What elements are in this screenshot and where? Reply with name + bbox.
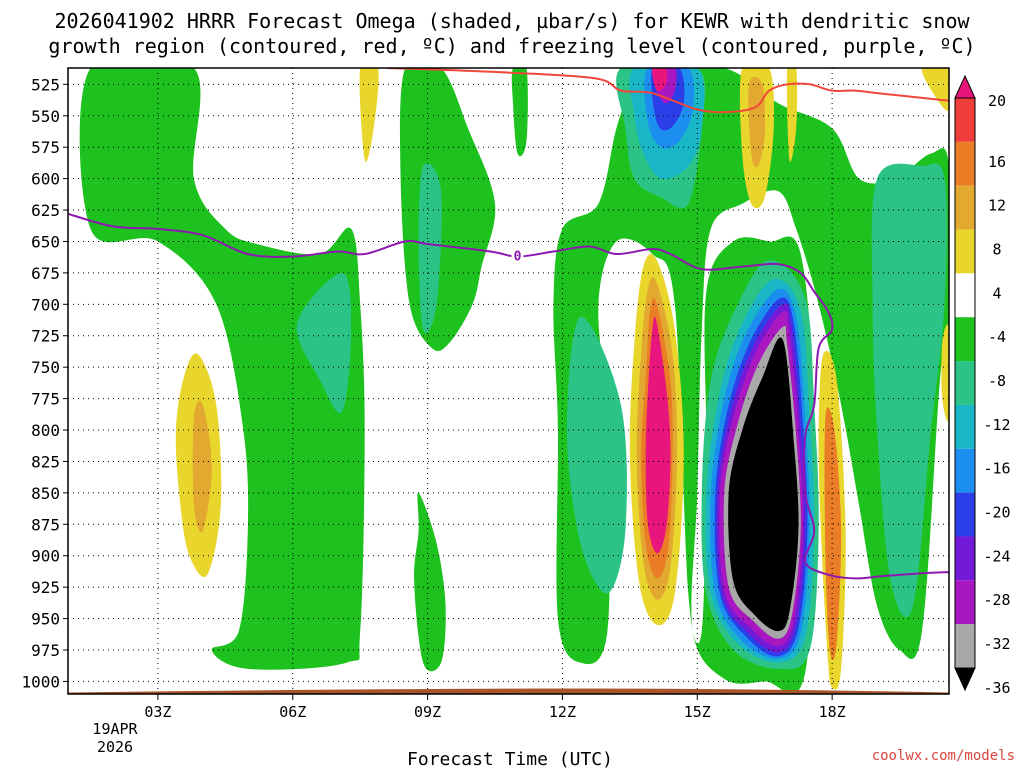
colorbar-label-9: -20	[983, 504, 1010, 522]
colorbar-segment-12	[955, 580, 975, 625]
omega-shading-layer	[79, 68, 949, 694]
y-tick-label-725: 725	[31, 327, 60, 346]
y-tick-label-625: 625	[31, 201, 60, 220]
colorbar-label-2: 12	[988, 197, 1006, 215]
colorbar-segment-6	[955, 317, 975, 362]
omega-region-magenta-1430z-top	[651, 68, 668, 92]
credit-text: coolwx.com/models	[872, 748, 1015, 764]
omega-region-gold-1630z	[748, 76, 766, 168]
omega-region-teal-region-far-east	[871, 163, 947, 618]
y-tick-label-775: 775	[31, 390, 60, 409]
chart-title-line-2: growth region (contoured, red, ºC) and f…	[48, 34, 975, 58]
plot-frame	[67, 67, 950, 695]
omega-region-teal-strip-09z	[418, 163, 442, 334]
y-tick-label-550: 550	[31, 107, 60, 126]
ground-surface	[68, 688, 949, 694]
y-tick-label-800: 800	[31, 421, 60, 440]
freezing-level-label: 0	[514, 250, 522, 265]
y-tick-label-825: 825	[31, 452, 60, 471]
colorbar-segment-3	[955, 185, 975, 230]
contour-layer: 0	[68, 68, 949, 580]
x-tick-label-03Z: 03Z	[144, 703, 171, 721]
colorbar-frame	[954, 97, 976, 669]
y-tick-label-925: 925	[31, 578, 60, 597]
y-tick-label-850: 850	[31, 484, 60, 503]
y-tick-label-975: 975	[31, 641, 60, 660]
y-tick-label-650: 650	[31, 232, 60, 251]
colorbar-segment-9	[955, 448, 975, 493]
date-label-year: 2026	[97, 738, 133, 756]
omega-region-teal-region-mid-low	[566, 316, 627, 594]
dgz-contour-line	[387, 68, 949, 114]
y-tick-label-600: 600	[31, 170, 60, 189]
colorbar-label-3: 8	[992, 241, 1001, 259]
colorbar-label-7: -12	[983, 416, 1010, 434]
y-axis: 525 550 575 600 625 650 675 700 725 750 775 800 825 8…	[21, 75, 68, 691]
x-tick-label-18Z: 18Z	[819, 703, 846, 721]
colorbar-segment-8	[955, 404, 975, 449]
colorbar: 20 16 12 8 4 -4 -8 -12 -16 -20 -24 -28 -32 -36	[954, 74, 1011, 697]
omega-region-orange-18z	[824, 407, 842, 660]
chart-title-line-1: 2026041902 HRRR Forecast Omega (shaded, …	[54, 9, 970, 33]
colorbar-segment-4	[955, 229, 975, 274]
colorbar-label-5: -4	[988, 328, 1006, 346]
y-tick-label-525: 525	[31, 75, 60, 94]
x-tick-label-15Z: 15Z	[684, 703, 711, 721]
freezing-level-line	[68, 212, 949, 580]
colorbar-label-0: 20	[988, 92, 1006, 110]
y-tick-label-750: 750	[31, 358, 60, 377]
grid-layer	[68, 68, 949, 694]
colorbar-label-4: 4	[992, 284, 1001, 302]
colorbar-label-1: 16	[988, 153, 1006, 171]
x-tick-label-06Z: 06Z	[279, 703, 306, 721]
x-axis: 03Z 06Z 09Z 12Z 15Z 18Z	[144, 694, 846, 721]
plot-area: 0	[68, 68, 949, 694]
omega-region-yellow-07z	[359, 68, 379, 162]
colorbar-label-6: -8	[988, 372, 1006, 390]
omega-region-gold-03z	[192, 400, 212, 533]
x-tick-label-09Z: 09Z	[414, 703, 441, 721]
colorbar-segment-13	[955, 624, 975, 668]
x-axis-label: Forecast Time (UTC)	[407, 749, 613, 768]
colorbar-arrow-bottom	[954, 667, 976, 692]
colorbar-label-10: -24	[983, 547, 1010, 565]
x-tick-label-12Z: 12Z	[549, 703, 576, 721]
omega-region-teal-patch-west	[296, 272, 352, 413]
colorbar-arrow-top	[954, 74, 976, 99]
y-tick-label-900: 900	[31, 547, 60, 566]
colorbar-label-12: -32	[983, 635, 1010, 653]
omega-region-green-band-west	[79, 68, 365, 670]
omega-region-green-sliver-1045z	[511, 68, 528, 157]
colorbar-label-13: -36	[983, 679, 1010, 697]
ground-layer	[68, 688, 949, 694]
omega-region-magenta-14z	[645, 316, 671, 554]
omega-region-yellow-2030z-mid	[941, 324, 949, 422]
colorbar-label-8: -16	[983, 460, 1010, 478]
y-tick-label-1000: 1000	[21, 672, 60, 691]
y-tick-label-950: 950	[31, 610, 60, 629]
colorbar-segment-7	[955, 361, 975, 405]
freezing-level-label-bg	[511, 247, 524, 264]
y-tick-label-575: 575	[31, 138, 60, 157]
date-label-day: 19APR	[92, 720, 138, 738]
y-tick-label-675: 675	[31, 264, 60, 283]
colorbar-segment-5	[955, 273, 975, 318]
omega-region-big-core-black	[728, 337, 799, 632]
colorbar-label-11: -28	[983, 591, 1010, 609]
y-tick-label-700: 700	[31, 295, 60, 314]
colorbar-segment-11	[955, 536, 975, 581]
colorbar-segment-10	[955, 492, 975, 537]
colorbar-segment-1	[955, 98, 975, 142]
colorbar-segment-2	[955, 141, 975, 186]
y-tick-label-875: 875	[31, 515, 60, 534]
omega-region-green-blob-09z-low	[414, 492, 446, 672]
omega-region-yellow-17z	[786, 68, 798, 162]
